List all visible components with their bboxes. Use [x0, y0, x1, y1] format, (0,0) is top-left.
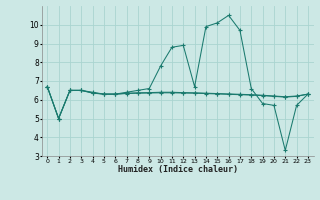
X-axis label: Humidex (Indice chaleur): Humidex (Indice chaleur) [118, 165, 237, 174]
